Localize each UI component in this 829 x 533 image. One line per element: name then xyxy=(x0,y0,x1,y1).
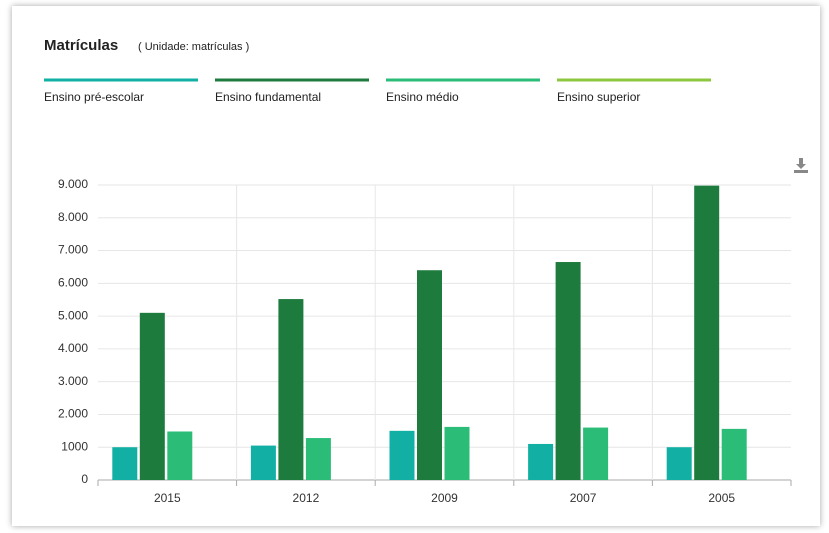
y-tick-label: 4.000 xyxy=(58,341,88,355)
legend-label: Ensino fundamental xyxy=(215,90,321,104)
y-tick-label: 2.000 xyxy=(58,407,88,421)
bar xyxy=(305,438,331,480)
y-tick-label: 1000 xyxy=(61,439,88,453)
y-tick-label: 6.000 xyxy=(58,276,88,290)
x-tick-label: 2012 xyxy=(293,491,320,505)
bar xyxy=(167,431,193,480)
chart-title: Matrículas xyxy=(44,37,118,54)
icon-part xyxy=(794,170,808,173)
icon-part xyxy=(796,164,806,169)
x-tick-label: 2007 xyxy=(570,491,597,505)
bar xyxy=(112,447,138,480)
x-tick-label: 2015 xyxy=(154,491,181,505)
legend-label: Ensino superior xyxy=(557,90,640,104)
download-icon[interactable] xyxy=(794,158,808,173)
legend-label: Ensino pré-escolar xyxy=(44,90,144,104)
bar xyxy=(721,428,747,480)
bar xyxy=(555,262,581,480)
y-tick-label: 9.000 xyxy=(58,177,88,191)
bar xyxy=(666,447,692,480)
y-tick-label: 5.000 xyxy=(58,308,88,322)
bar xyxy=(444,426,470,480)
bar xyxy=(139,312,165,480)
x-tick-label: 2009 xyxy=(431,491,458,505)
legend-label: Ensino médio xyxy=(386,90,459,104)
bar xyxy=(528,443,554,480)
chart-subtitle: ( Unidade: matrículas ) xyxy=(138,41,249,53)
y-tick-label: 0 xyxy=(81,472,88,486)
icon-part xyxy=(799,158,803,165)
bar xyxy=(278,299,304,480)
bar xyxy=(694,185,720,480)
bar xyxy=(417,270,442,480)
y-tick-label: 3.000 xyxy=(58,374,88,388)
x-tick-label: 2005 xyxy=(708,491,735,505)
bar xyxy=(583,427,609,480)
y-tick-label: 7.000 xyxy=(58,243,88,257)
bar xyxy=(389,430,415,480)
bar xyxy=(250,445,276,480)
y-tick-label: 8.000 xyxy=(58,210,88,224)
